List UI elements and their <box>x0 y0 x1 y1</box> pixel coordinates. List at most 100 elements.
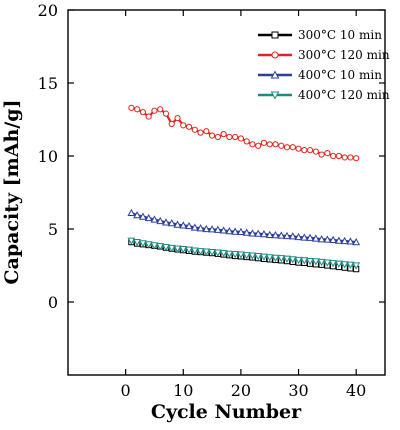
data-point <box>237 135 245 142</box>
data-point <box>225 227 234 235</box>
data-point <box>294 232 303 241</box>
data-point <box>162 218 170 226</box>
data-point <box>243 138 250 145</box>
legend-label: 400°C 120 min <box>298 88 390 102</box>
data-point <box>167 219 176 227</box>
data-point <box>167 244 176 253</box>
series-2 <box>128 104 360 162</box>
data-point <box>272 141 279 148</box>
legend-label: 300°C 10 min <box>298 28 382 42</box>
data-point <box>301 147 308 154</box>
data-point <box>283 255 291 263</box>
data-point <box>295 145 302 152</box>
data-point <box>185 246 193 254</box>
data-point <box>324 149 331 157</box>
data-point <box>278 142 285 149</box>
data-point <box>353 155 360 162</box>
data-point <box>219 249 228 258</box>
data-point <box>323 259 332 267</box>
data-point <box>151 107 158 114</box>
data-point <box>145 113 152 120</box>
data-point <box>168 120 175 127</box>
data-point <box>202 224 211 233</box>
data-point <box>196 248 205 256</box>
data-point <box>208 248 217 257</box>
x-tick-label: 20 <box>231 381 251 400</box>
data-point <box>185 221 193 230</box>
data-point <box>231 227 240 235</box>
data-point <box>208 225 217 233</box>
data-point <box>196 224 205 232</box>
data-point <box>266 141 273 148</box>
data-point <box>300 257 309 265</box>
legend: 300°C 10 min 300°C 120 min 400°C 10 min 400… <box>258 28 390 102</box>
data-point <box>203 128 210 135</box>
data-point <box>255 142 262 149</box>
data-point <box>138 212 147 220</box>
data-point <box>236 227 245 236</box>
data-point <box>144 213 153 222</box>
data-point <box>289 144 296 151</box>
plot-frame <box>67 9 386 376</box>
data-point <box>220 131 227 138</box>
series-line <box>131 239 357 267</box>
data-point <box>306 258 315 266</box>
data-point <box>156 216 165 225</box>
data-point <box>347 154 354 161</box>
data-point <box>300 233 309 241</box>
data-point <box>329 260 338 268</box>
data-point <box>340 261 349 269</box>
data-point <box>334 236 343 244</box>
data-point <box>231 251 240 259</box>
data-point <box>190 223 199 231</box>
data-point <box>150 242 159 250</box>
data-point <box>277 231 286 239</box>
data-point <box>127 208 136 217</box>
data-point <box>242 252 251 260</box>
data-point <box>346 261 355 269</box>
data-point <box>128 104 135 111</box>
data-point <box>138 240 147 248</box>
data-point <box>225 250 234 258</box>
data-point <box>294 256 303 265</box>
data-point <box>283 231 291 240</box>
data-point <box>254 229 263 237</box>
data-point <box>208 132 216 139</box>
data-point <box>352 237 361 246</box>
data-point <box>162 244 170 252</box>
data-point <box>271 51 279 59</box>
data-point <box>317 235 326 243</box>
data-point <box>346 237 355 245</box>
series-line <box>131 106 357 160</box>
data-point <box>133 239 142 247</box>
data-point <box>232 133 239 141</box>
data-point <box>144 241 153 249</box>
data-point <box>173 220 182 228</box>
data-point <box>318 151 325 158</box>
x-tick-label: 0 <box>121 381 131 400</box>
x-tick-label: 40 <box>346 381 366 400</box>
data-point <box>134 106 141 113</box>
data-point <box>214 133 221 141</box>
data-point <box>270 91 280 100</box>
data-point <box>190 247 199 255</box>
data-point <box>341 154 348 161</box>
y-tick-label: 20 <box>38 1 58 20</box>
data-point <box>330 152 337 160</box>
data-point <box>219 226 228 234</box>
data-point <box>277 255 286 263</box>
data-point <box>335 152 342 160</box>
data-point <box>127 237 136 245</box>
data-point <box>139 109 147 116</box>
data-point <box>311 234 320 242</box>
data-point <box>156 243 165 251</box>
legend-item: 400°C 10 min <box>258 68 382 82</box>
data-point <box>260 253 268 261</box>
data-point <box>271 254 280 263</box>
series-3 <box>127 208 361 246</box>
data-point <box>288 232 297 240</box>
data-point <box>242 228 251 236</box>
data-point <box>248 229 257 237</box>
data-point <box>174 114 181 122</box>
